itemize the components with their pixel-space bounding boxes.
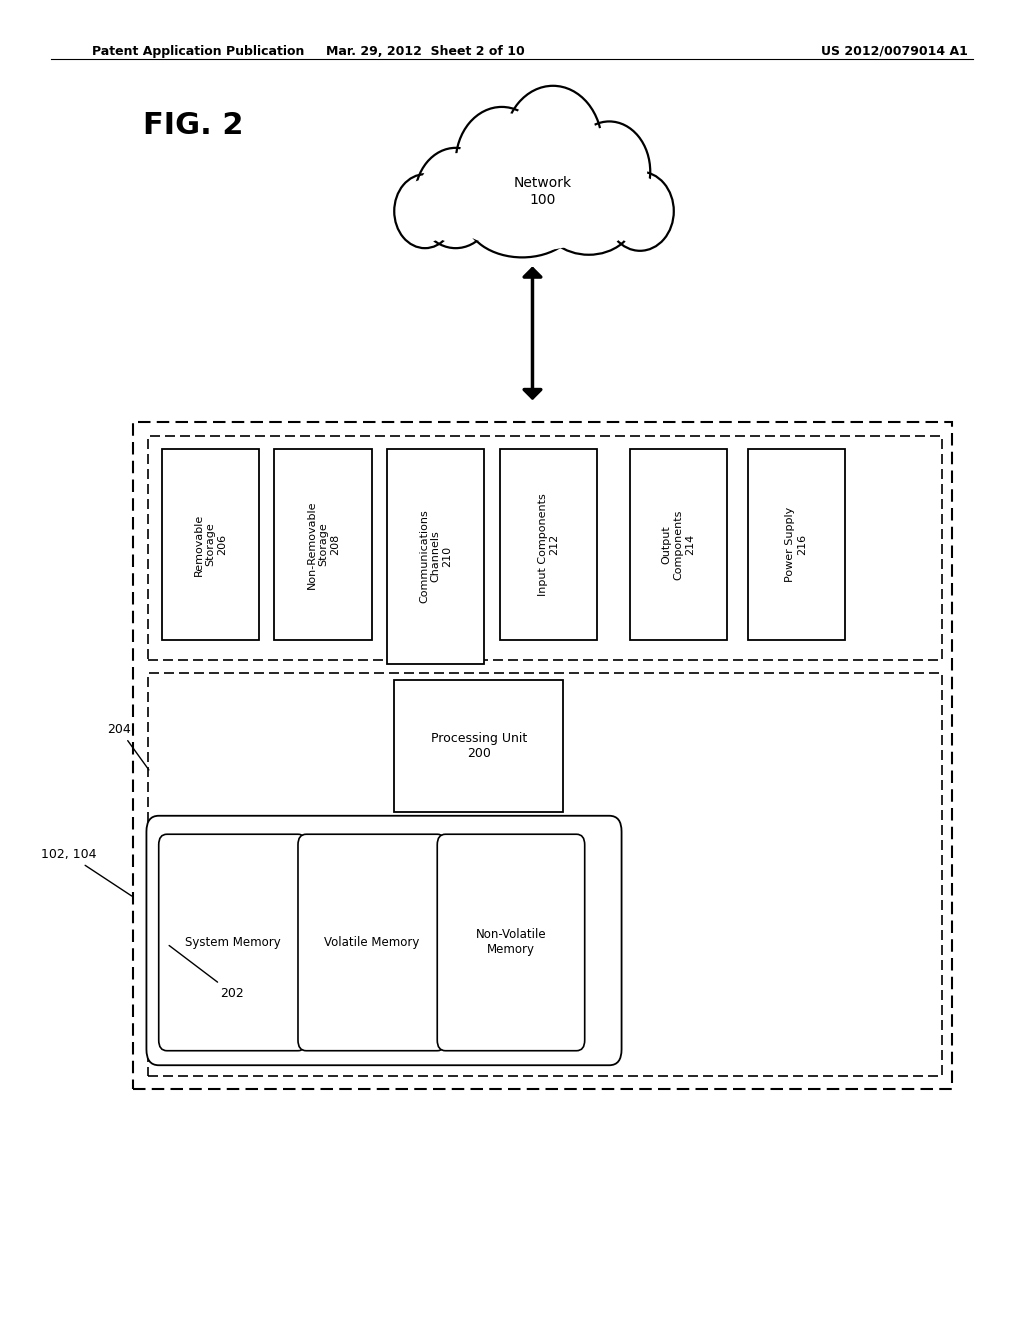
Text: Patent Application Publication: Patent Application Publication <box>92 45 304 58</box>
Text: Communications
Channels
210: Communications Channels 210 <box>419 510 453 603</box>
Text: Input Components
212: Input Components 212 <box>538 494 559 595</box>
Text: System Memory: System Memory <box>184 936 281 949</box>
Text: Removable
Storage
206: Removable Storage 206 <box>194 513 227 576</box>
FancyBboxPatch shape <box>146 816 622 1065</box>
Text: Output
Components
214: Output Components 214 <box>662 510 695 579</box>
Text: US 2012/0079014 A1: US 2012/0079014 A1 <box>821 45 968 58</box>
Ellipse shape <box>471 183 573 252</box>
Ellipse shape <box>568 121 650 222</box>
Ellipse shape <box>466 178 579 257</box>
Text: Network
100: Network 100 <box>514 177 571 206</box>
Ellipse shape <box>547 186 631 249</box>
Bar <box>748 449 845 640</box>
FancyBboxPatch shape <box>298 834 445 1051</box>
Bar <box>148 436 942 660</box>
Ellipse shape <box>435 132 630 251</box>
Bar <box>394 680 563 812</box>
Bar <box>274 449 372 640</box>
Ellipse shape <box>394 174 456 248</box>
Text: FIG. 2: FIG. 2 <box>143 111 244 140</box>
Text: 102, 104: 102, 104 <box>41 847 132 896</box>
Text: Power Supply
216: Power Supply 216 <box>785 507 807 582</box>
Ellipse shape <box>504 86 602 205</box>
Ellipse shape <box>415 148 497 248</box>
Bar <box>148 673 942 1076</box>
Bar <box>387 449 484 664</box>
Text: Non-Removable
Storage
208: Non-Removable Storage 208 <box>306 500 340 589</box>
Text: 204: 204 <box>108 722 148 770</box>
Bar <box>133 422 952 1089</box>
Ellipse shape <box>397 180 453 243</box>
Ellipse shape <box>571 127 647 216</box>
Text: Volatile Memory: Volatile Memory <box>324 936 420 949</box>
Text: Mar. 29, 2012  Sheet 2 of 10: Mar. 29, 2012 Sheet 2 of 10 <box>326 45 524 58</box>
Ellipse shape <box>456 107 548 218</box>
Bar <box>162 449 259 640</box>
Ellipse shape <box>459 112 545 213</box>
Bar <box>500 449 597 640</box>
Ellipse shape <box>609 177 671 246</box>
Ellipse shape <box>543 181 635 255</box>
Text: 202: 202 <box>169 945 244 999</box>
Bar <box>630 449 727 640</box>
Text: Non-Volatile
Memory: Non-Volatile Memory <box>476 928 546 957</box>
Ellipse shape <box>508 91 598 199</box>
FancyBboxPatch shape <box>437 834 585 1051</box>
Text: Processing Unit
200: Processing Unit 200 <box>431 731 526 760</box>
Ellipse shape <box>606 172 674 251</box>
Ellipse shape <box>418 153 494 243</box>
FancyBboxPatch shape <box>159 834 306 1051</box>
